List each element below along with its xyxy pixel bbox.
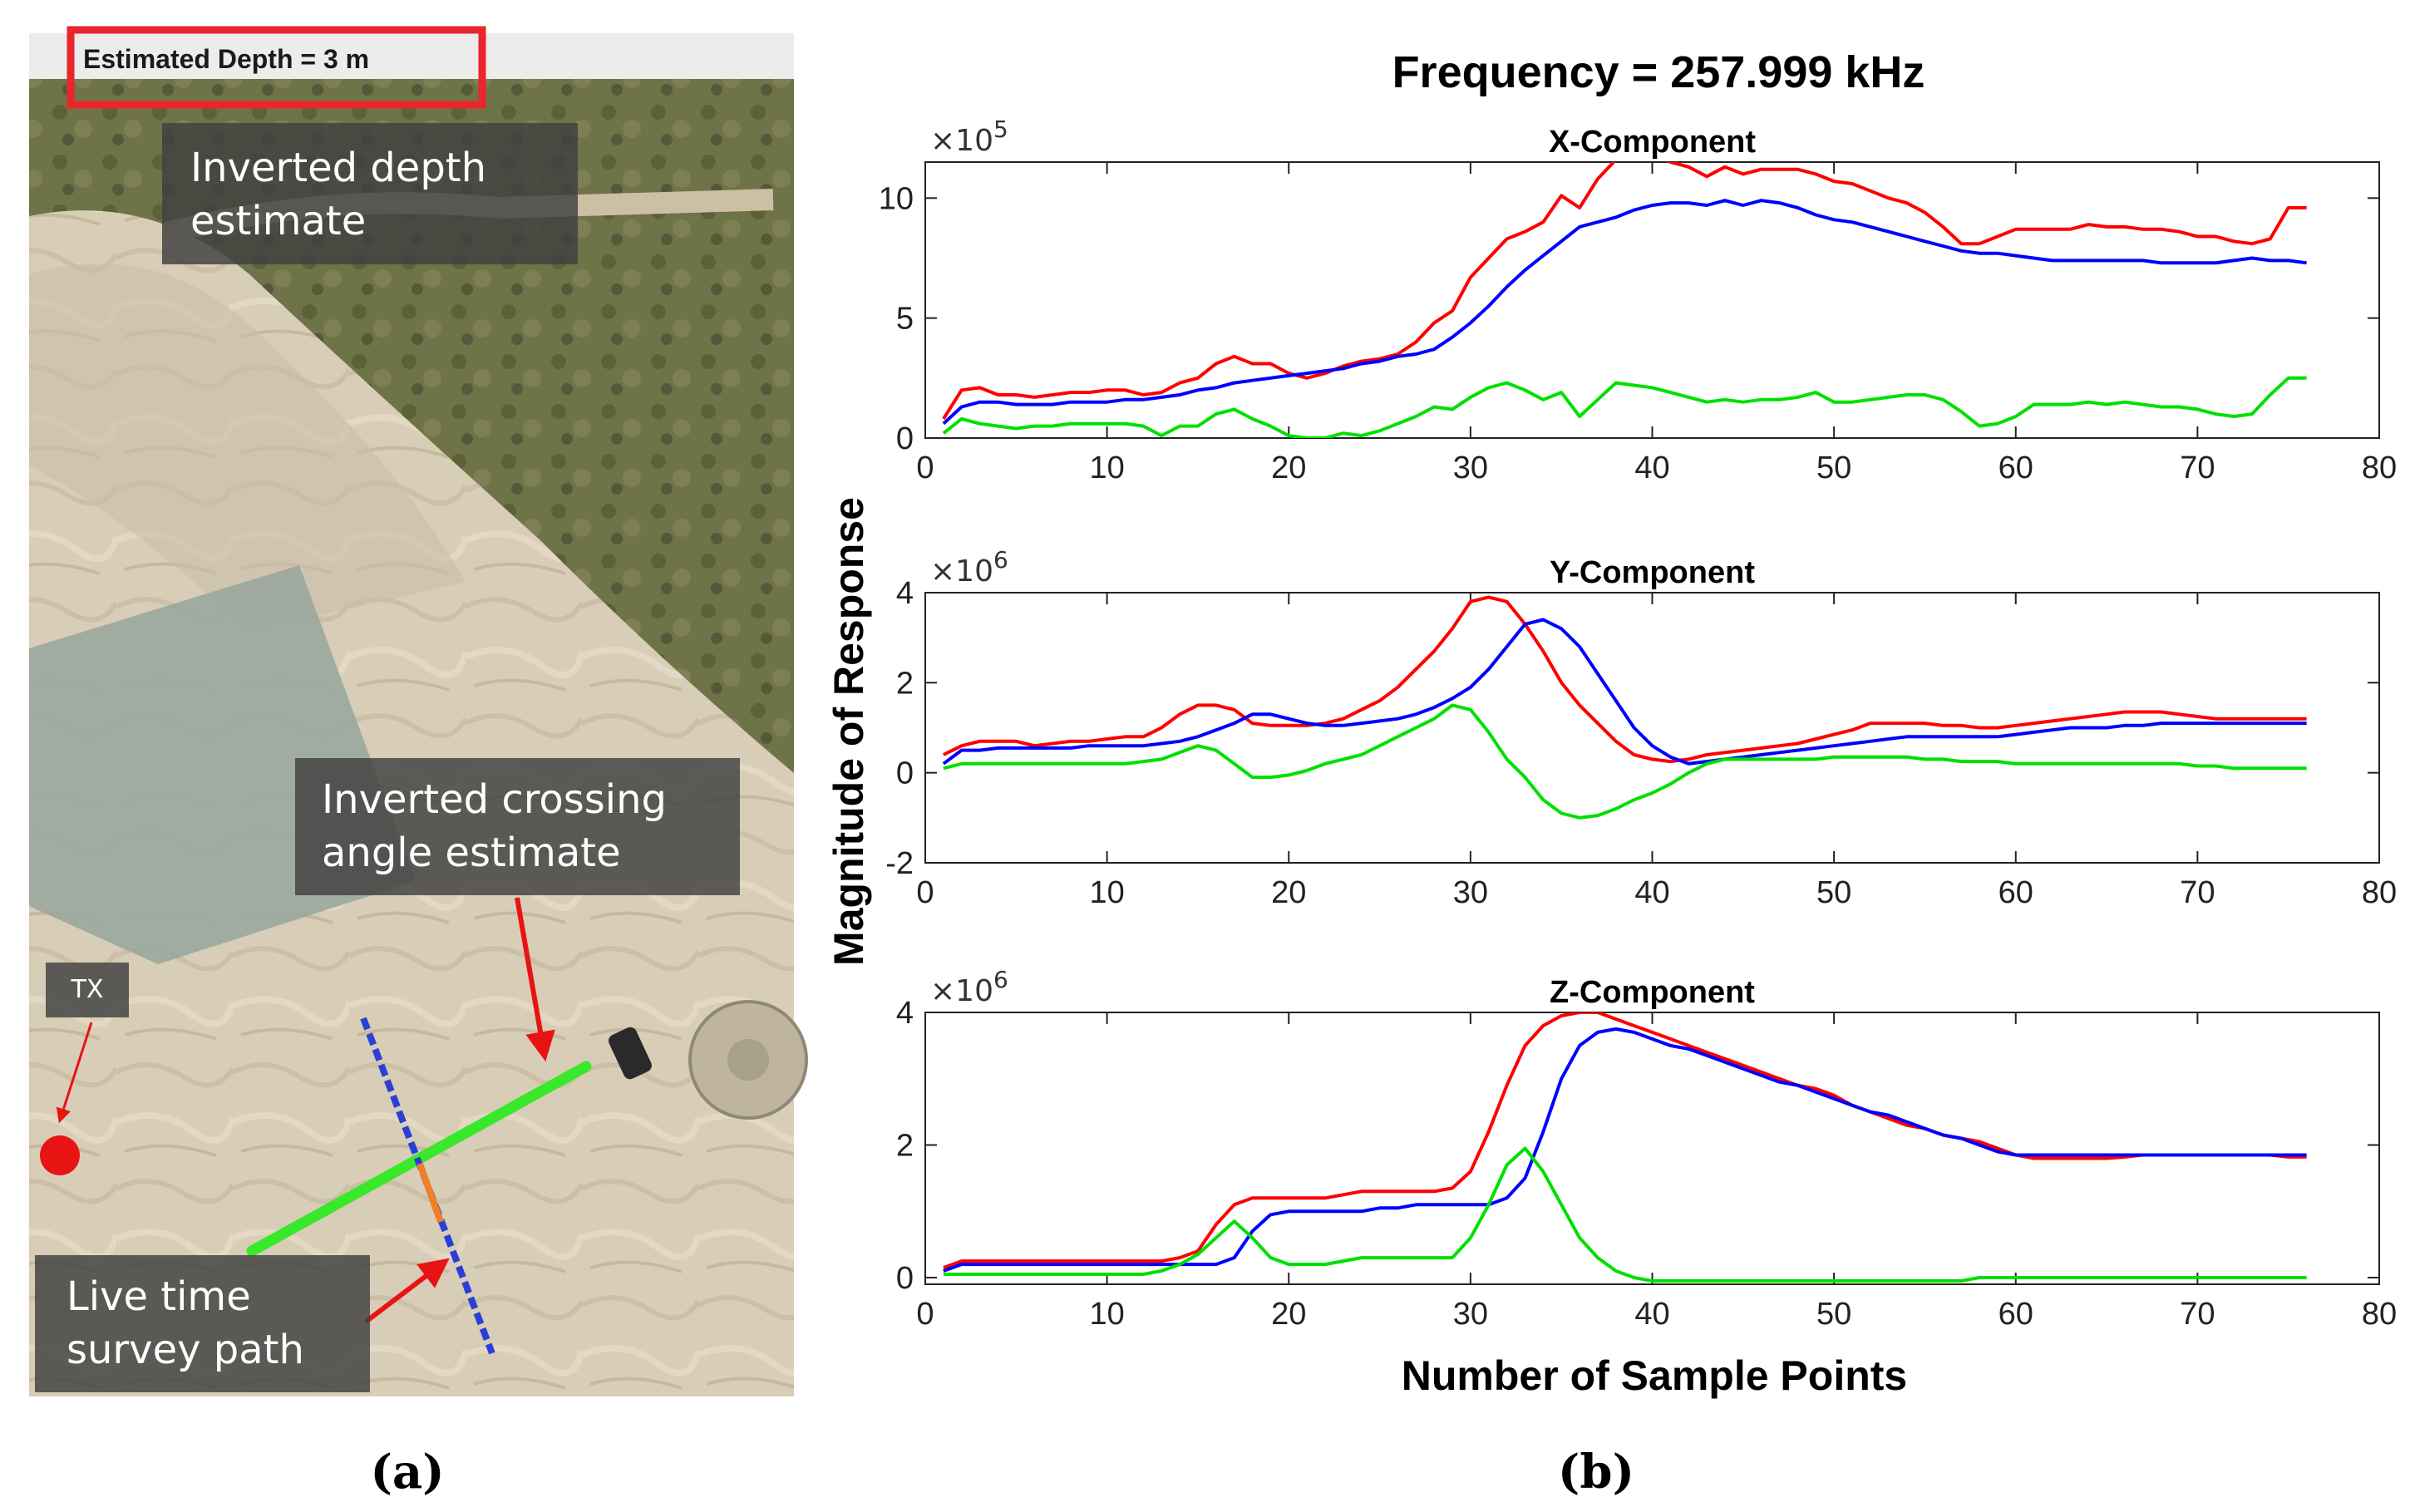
exponent-label: ×105 xyxy=(930,116,1008,158)
series-line-1 xyxy=(943,595,2307,764)
x-tick-label: 10 xyxy=(1089,1297,1124,1332)
exponent-label: ×106 xyxy=(930,546,1008,589)
x-tick-label: 0 xyxy=(916,875,934,910)
angle-annotation-text: Inverted crossing angle estimate xyxy=(322,776,668,876)
exponent-power: 5 xyxy=(993,116,1008,143)
x-tick-label: 40 xyxy=(1634,451,1669,485)
x-axis-label: Number of Sample Points xyxy=(1402,1352,1907,1399)
y-tick-label: 4 xyxy=(896,996,914,1031)
x-tick-label: 40 xyxy=(1634,875,1669,910)
survey-path-highlight xyxy=(416,1162,444,1224)
subplot-z-component: Z-Component ×106 0 10 20 30 40 50 60 70 80 0 2 4 xyxy=(896,966,2397,1332)
tx-annotation-box: TX xyxy=(46,963,129,1017)
x-tick-label: 0 xyxy=(916,1297,934,1332)
x-tick-label: 10 xyxy=(1089,451,1124,485)
vehicle xyxy=(609,1027,652,1080)
y-tick-label: 0 xyxy=(896,421,914,456)
series-line-2 xyxy=(942,199,2307,426)
x-tick-label: 20 xyxy=(1271,1297,1306,1332)
caption-b: (b) xyxy=(1558,1445,1634,1500)
series-line-2 xyxy=(942,618,2307,766)
exponent-label: ×106 xyxy=(930,966,1008,1008)
y-tick-label: 10 xyxy=(879,181,914,216)
x-tick-label: 60 xyxy=(1998,1297,2033,1332)
subplot-title: Z-Component xyxy=(1550,975,1755,1010)
x-tick-label: 80 xyxy=(2362,875,2397,910)
x-tick-label: 60 xyxy=(1998,875,2033,910)
x-tick-label: 30 xyxy=(1453,451,1488,485)
x-tick-label: 20 xyxy=(1271,451,1306,485)
x-tick-label: 80 xyxy=(2362,1297,2397,1332)
caption-a: (a) xyxy=(370,1445,444,1500)
y-tick-label: -2 xyxy=(885,846,914,881)
subplot-title: X-Component xyxy=(1549,125,1756,160)
survey-annotation-text: Live time survey path xyxy=(67,1273,304,1373)
map-top-strip xyxy=(29,33,794,79)
x-tick-label: 50 xyxy=(1816,875,1851,910)
x-tick-label: 10 xyxy=(1089,875,1124,910)
series-line-3 xyxy=(943,1146,2307,1283)
survey-path-line xyxy=(360,1017,495,1355)
exponent-power: 6 xyxy=(993,966,1008,993)
depth-annotation-text: Inverted depth estimate xyxy=(190,145,487,244)
x-tick-label: 60 xyxy=(1998,451,2033,485)
chart-title: Frequency = 257.999 kHz xyxy=(1392,47,1925,97)
y-tick-label: 0 xyxy=(896,756,914,791)
circular-structure-center xyxy=(727,1039,769,1081)
axes-frame xyxy=(924,1012,2380,1285)
axes-frame xyxy=(924,592,2380,864)
hillside-shade xyxy=(29,263,466,632)
tx-marker xyxy=(40,1135,80,1175)
angle-arrow xyxy=(515,897,555,1062)
x-tick-label: 20 xyxy=(1271,875,1306,910)
x-tick-label: 30 xyxy=(1453,875,1488,910)
y-axis-label: Magnitude of Response xyxy=(826,497,872,966)
y-tick-label: 5 xyxy=(896,302,914,337)
x-tick-label: 40 xyxy=(1634,1297,1669,1332)
subplot-title: Y-Component xyxy=(1550,555,1755,590)
y-tick-label: 2 xyxy=(896,666,914,701)
x-tick-label: 50 xyxy=(1816,451,1851,485)
y-tick-label: 2 xyxy=(896,1129,914,1164)
x-tick-label: 50 xyxy=(1816,1297,1851,1332)
series-line-1 xyxy=(943,1012,2307,1269)
x-tick-label: 70 xyxy=(2180,1297,2215,1332)
depth-highlight-box xyxy=(67,26,486,109)
y-tick-label: 4 xyxy=(896,576,914,611)
series-line-3 xyxy=(943,703,2307,820)
subplot-x-component: X-Component ×105 0 10 20 30 40 50 60 70 80 0 5 10 xyxy=(879,116,2397,485)
axes-frame xyxy=(924,161,2380,439)
x-tick-label: 80 xyxy=(2362,451,2397,485)
series-line-3 xyxy=(942,376,2307,438)
depth-label: Estimated Depth = 3 m xyxy=(83,44,369,74)
survey-annotation-box: Live time survey path xyxy=(35,1255,370,1392)
x-tick-label: 70 xyxy=(2180,451,2215,485)
y-tick-label: 0 xyxy=(896,1261,914,1296)
depth-annotation-box: Inverted depth estimate xyxy=(162,123,578,264)
series-line-1 xyxy=(942,162,2307,420)
angle-annotation-box: Inverted crossing angle estimate xyxy=(295,758,740,895)
x-tick-label: 30 xyxy=(1453,1297,1488,1332)
tx-arrow xyxy=(56,1022,93,1124)
x-tick-label: 70 xyxy=(2180,875,2215,910)
tx-annotation-text: TX xyxy=(71,975,104,1004)
survey-arrow xyxy=(364,1258,450,1324)
series-line-2 xyxy=(943,1027,2307,1273)
x-tick-label: 0 xyxy=(916,451,934,485)
exponent-power: 6 xyxy=(993,546,1008,574)
